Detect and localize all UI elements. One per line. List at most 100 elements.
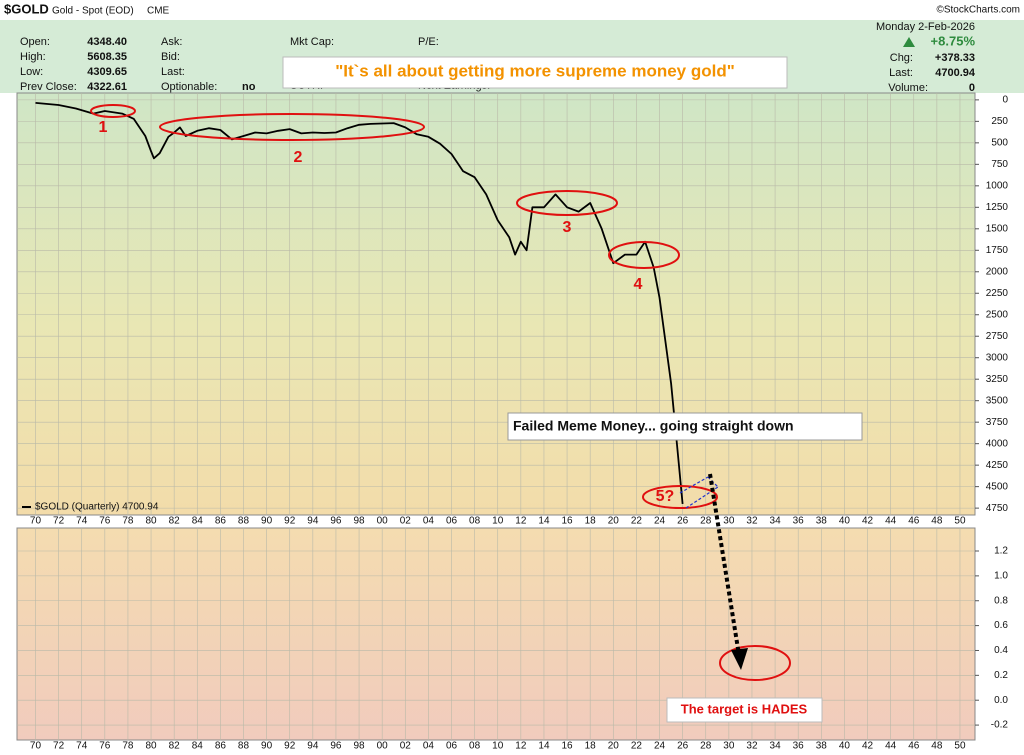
wave-label: 3 [563,219,572,236]
x-tick-label: 26 [677,741,689,752]
y-tick-label: 1.2 [994,546,1008,557]
target-arrow [708,473,741,656]
x-tick-label: 26 [677,516,689,527]
y-tick-label: 1500 [986,223,1009,234]
wave-label: 5? [656,488,675,505]
last-label: Last: [889,67,913,79]
x-tick-label: 00 [377,516,389,527]
x-tick-label: 38 [816,741,828,752]
arrow-head [731,648,748,670]
x-tick-label: 04 [423,516,435,527]
y-tick-label: 4750 [986,503,1009,514]
y-tick-label: 3250 [986,374,1009,385]
x-tick-label: 22 [631,741,643,752]
x-tick-label: 98 [353,516,365,527]
x-tick-label: 50 [954,741,966,752]
optionable: no [242,81,256,93]
x-tick-label: 76 [99,516,111,527]
x-tick-label: 92 [284,516,296,527]
quote-label: Low: [20,66,43,78]
note: Failed Meme Money... going straight down [513,418,794,434]
y-tick-label: 1000 [986,180,1009,191]
x-tick-label: 10 [492,741,504,752]
plots: 70 72 74 76 78 80 82 84 86 88 90 92 94 96 98 00 02 04 06 08… [17,93,1008,752]
y-tick-label: 3500 [986,395,1009,406]
wave-label: 1 [99,119,108,136]
x-tick-label: 28 [700,741,712,752]
quote-value: 4309.65 [87,66,127,78]
x-tick-label: 24 [654,741,666,752]
y-tick-label: 250 [991,116,1008,127]
x-tick-label: 08 [469,516,481,527]
quote-value: 4322.61 [87,81,127,93]
y-tick-label: 1750 [986,245,1009,256]
banner: "It`s all about getting more supreme mon… [335,61,735,80]
y-tick-label: 0.8 [994,595,1008,606]
ellipse [608,241,680,269]
y-tick-label: 0.6 [994,620,1008,631]
copyright: ©StockCharts.com [936,5,1020,16]
legend-label: $GOLD (Quarterly) 4700.94 [35,502,159,513]
y-tick-label: 0.4 [994,645,1008,656]
x-tick-label: 78 [122,741,134,752]
x-tick-label: 22 [631,516,643,527]
x-tick-label: 84 [192,741,204,752]
y-tick-label: 3750 [986,417,1009,428]
quote-label: Open: [20,36,50,48]
target: The target is HADES [681,701,808,716]
channel-line [679,476,709,494]
x-tick-label: 38 [816,516,828,527]
x-tick-label: 96 [330,516,342,527]
x-tick-label: 82 [169,516,181,527]
exchange: CME [147,6,170,17]
y-tick-label: 500 [991,137,1008,148]
x-tick-label: 18 [585,741,597,752]
volume: 0 [969,82,975,94]
x-tick-label: 28 [700,516,712,527]
quote-value: 4348.40 [87,36,127,48]
field-label: Bid: [161,51,180,63]
field-label: Last: [161,66,185,78]
wave-label: 2 [294,149,303,166]
x-tick-label: 06 [446,516,458,527]
volume-label: Volume: [888,82,928,94]
wave-labels: 1 2 3 4 5? [99,119,675,505]
x-tick-label: 00 [377,741,389,752]
x-tick-label: 90 [261,516,273,527]
x-tick-label: 76 [99,741,111,752]
x-tick-label: 44 [885,516,897,527]
symbol: $GOLD [4,1,49,16]
x-tick-label: 80 [145,516,157,527]
x-tick-label: 40 [839,741,851,752]
plot-area [16,92,976,516]
y-tick-label: 4250 [986,460,1009,471]
x-tick-label: 78 [122,516,134,527]
ellipse [516,190,618,216]
x-tick-label: 20 [608,516,620,527]
x-tick-label: 34 [770,741,782,752]
quote-label: High: [20,51,46,63]
change-pct: +8.75% [931,33,976,48]
x-tick-label: 32 [746,741,758,752]
target-box [666,697,823,723]
x-tick-label: 36 [793,516,805,527]
x-tick-label: 14 [538,516,550,527]
highlight-ellipses [90,104,791,681]
x-tick-label: 82 [169,741,181,752]
y-tick-label: 4000 [986,438,1009,449]
x-tick-label: 36 [793,741,805,752]
up-arrow [903,37,915,47]
x-tick-label: 16 [562,516,574,527]
x-tick-label: 16 [562,741,574,752]
chg-label: Chg: [890,52,913,64]
x-tick-label: 12 [515,516,527,527]
y-tick-label: 2000 [986,266,1009,277]
date: Monday 2-Feb-2026 [876,21,975,33]
x-tick-label: 74 [76,741,88,752]
quote-label: Prev Close: [20,81,77,93]
ellipse [159,113,425,141]
last: 4700.94 [935,67,976,79]
y-tick-label: 0 [1002,95,1008,106]
x-tick-label: 98 [353,741,365,752]
x-tick-label: 06 [446,741,458,752]
